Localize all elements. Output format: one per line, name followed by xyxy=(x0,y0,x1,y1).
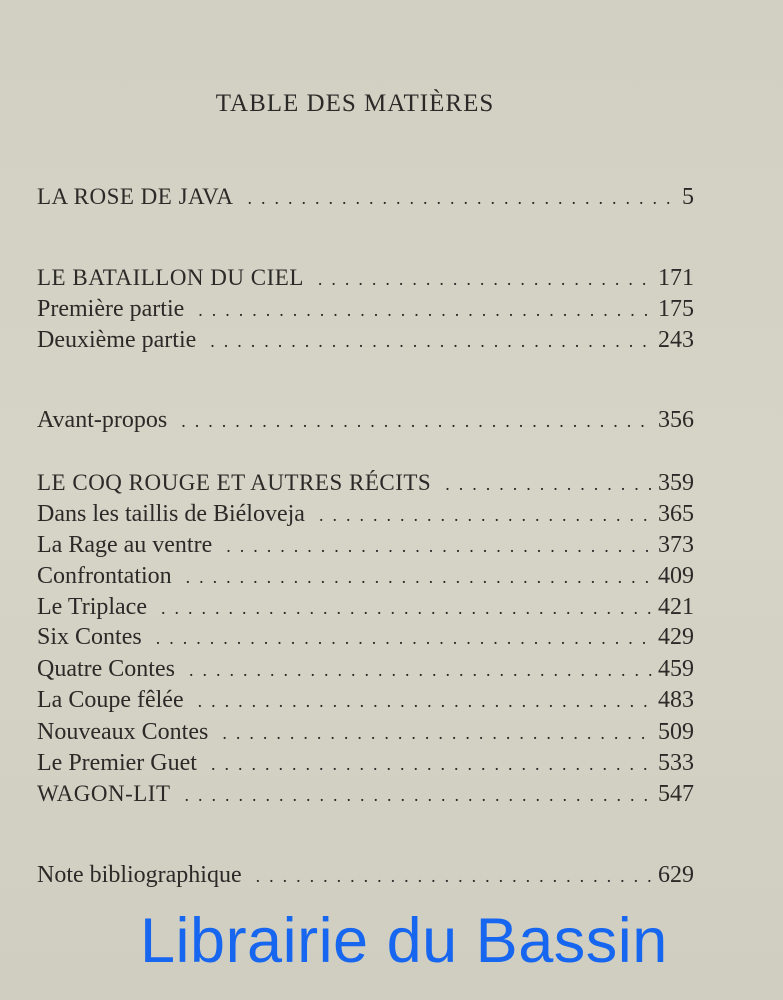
dot-leader: ........................................… xyxy=(160,598,652,618)
toc-entry-page: 429 xyxy=(658,624,694,650)
dot-leader: ........................................… xyxy=(445,474,652,494)
dot-leader: ........................................… xyxy=(318,505,652,525)
dot-leader: ........................................… xyxy=(247,188,676,208)
toc-entry: La Rage au ventre.......................… xyxy=(37,532,694,562)
dot-leader: ........................................… xyxy=(255,866,652,886)
toc-entry-page: 533 xyxy=(658,750,694,776)
dot-leader: ........................................… xyxy=(198,300,652,320)
toc-entry-page: 373 xyxy=(658,532,694,558)
toc-entry: LA ROSE DE JAVA.........................… xyxy=(37,184,694,214)
toc-entry-title: Première partie xyxy=(37,296,185,322)
toc-entry-page: 547 xyxy=(658,781,694,807)
dot-leader: ........................................… xyxy=(317,269,652,289)
dot-leader: ........................................… xyxy=(197,691,652,711)
toc-entry: Confrontation...........................… xyxy=(37,563,694,593)
toc-entry-title: Note bibliographique xyxy=(37,862,242,888)
dot-leader: ........................................… xyxy=(185,567,652,587)
toc-entry: Quatre Contes...........................… xyxy=(37,656,694,686)
toc-entry-page: 359 xyxy=(658,470,694,496)
toc-entry-title: Quatre Contes xyxy=(37,656,175,682)
toc-entry-page: 356 xyxy=(658,407,694,433)
toc-entry: LE BATAILLON DU CIEL....................… xyxy=(37,265,694,295)
toc-entry: La Coupe fêlée..........................… xyxy=(37,687,694,717)
toc-entry-title: La Rage au ventre xyxy=(37,532,213,558)
toc-entry: Première partie.........................… xyxy=(37,296,694,326)
dot-leader: ........................................… xyxy=(210,331,652,351)
toc-entry-title: Confrontation xyxy=(37,563,172,589)
toc-entry-page: 5 xyxy=(682,184,694,210)
dot-leader: ........................................… xyxy=(226,536,652,556)
toc-entry: Six Contes..............................… xyxy=(37,624,694,654)
dot-leader: ........................................… xyxy=(155,628,652,648)
toc-entry: Avant-propos............................… xyxy=(37,407,694,437)
toc-entry-page: 243 xyxy=(658,327,694,353)
dot-leader: ........................................… xyxy=(222,723,652,743)
toc-entry-title: Six Contes xyxy=(37,624,142,650)
toc-entry-title: LA ROSE DE JAVA xyxy=(37,184,234,209)
toc-entry: Nouveaux Contes.........................… xyxy=(37,719,694,749)
page-title: TABLE DES MATIÈRES xyxy=(215,90,495,117)
toc-entry: Dans les taillis de Biéloveja...........… xyxy=(37,501,694,531)
toc-entry-title: La Coupe fêlée xyxy=(37,687,184,713)
toc-entry: WAGON-LIT...............................… xyxy=(37,781,694,811)
dot-leader: ........................................… xyxy=(181,411,652,431)
dot-leader: ........................................… xyxy=(210,754,652,774)
toc-entry-page: 365 xyxy=(658,501,694,527)
toc-entry-page: 175 xyxy=(658,296,694,322)
toc-entry-title: Le Triplace xyxy=(37,594,147,620)
toc-entry: LE COQ ROUGE ET AUTRES RÉCITS...........… xyxy=(37,470,694,500)
dot-leader: ........................................… xyxy=(184,785,652,805)
watermark: Librairie du Bassin xyxy=(140,906,668,976)
toc-entry-page: 421 xyxy=(658,594,694,620)
toc-entry-title: Dans les taillis de Biéloveja xyxy=(37,501,305,527)
toc-entry-page: 629 xyxy=(658,862,694,888)
toc-entry-title: Deuxième partie xyxy=(37,327,197,353)
toc-entry-title: WAGON-LIT xyxy=(37,781,171,806)
toc-entry-page: 459 xyxy=(658,656,694,682)
toc-entry-title: LE BATAILLON DU CIEL xyxy=(37,265,304,290)
toc-entry-page: 171 xyxy=(658,265,694,291)
toc-entry-page: 409 xyxy=(658,563,694,589)
toc-entry-page: 483 xyxy=(658,687,694,713)
toc-entry: Note bibliographique....................… xyxy=(37,862,694,892)
toc-entry: Le Premier Guet.........................… xyxy=(37,750,694,780)
toc-entry: Deuxième partie.........................… xyxy=(37,327,694,357)
toc-entry-title: Avant-propos xyxy=(37,407,168,433)
toc-entry: Le Triplace.............................… xyxy=(37,594,694,624)
toc-entry-title: LE COQ ROUGE ET AUTRES RÉCITS xyxy=(37,470,432,495)
toc-entry-title: Nouveaux Contes xyxy=(37,719,209,745)
toc-entry-title: Le Premier Guet xyxy=(37,750,197,776)
toc-entry-page: 509 xyxy=(658,719,694,745)
dot-leader: ........................................… xyxy=(188,660,652,680)
